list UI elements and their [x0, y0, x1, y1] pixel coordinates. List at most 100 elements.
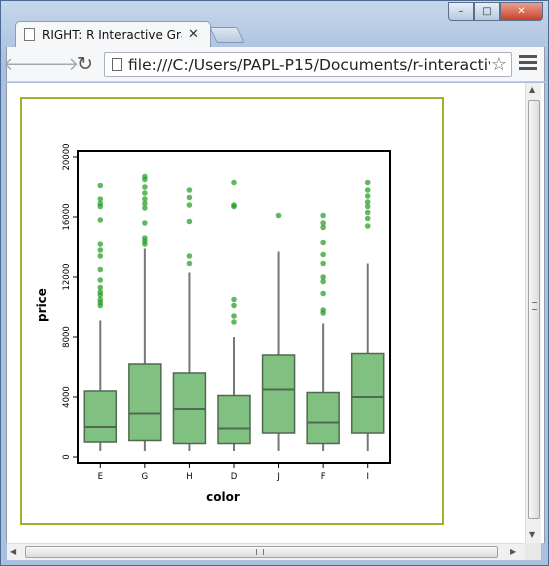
page-icon — [112, 58, 122, 71]
outlier-point — [231, 302, 237, 309]
box-E — [83, 390, 118, 443]
outlier-point — [97, 296, 104, 303]
outlier-point — [275, 212, 282, 219]
scroll-corner — [525, 543, 541, 560]
scroll-left-icon[interactable]: ◀ — [10, 547, 17, 556]
boxplot-chart: 0 4000 8000 12000 16000 20000 E G H D J F I price co… — [35, 143, 391, 504]
minimize-button[interactable]: – — [448, 2, 474, 21]
outlier-point — [186, 187, 193, 193]
outlier-point — [97, 277, 104, 283]
outlier-point — [320, 220, 326, 226]
outlier-point — [364, 179, 371, 186]
outlier-point — [320, 307, 326, 313]
x-tick-label: D — [231, 472, 238, 482]
outlier-point — [364, 187, 371, 193]
outlier-point — [97, 196, 104, 202]
y-tick-label: 20000 — [62, 143, 72, 170]
box-I — [350, 352, 385, 434]
outlier-point — [186, 194, 193, 201]
outlier-point — [364, 209, 371, 216]
outlier-point — [364, 215, 371, 222]
outlier-point — [97, 182, 104, 189]
outlier-point — [320, 224, 326, 231]
vertical-scroll-thumb[interactable] — [528, 100, 540, 519]
outlier-point — [186, 202, 193, 208]
outlier-point — [142, 184, 148, 190]
outlier-point — [186, 218, 193, 225]
outlier-point — [320, 278, 326, 285]
outlier-point — [231, 319, 237, 325]
tab-title: RIGHT: R Interactive Graphics — [42, 27, 182, 42]
outlier-point — [320, 274, 326, 280]
tab-active[interactable]: RIGHT: R Interactive Graphics ✕ — [15, 21, 211, 47]
outlier-point — [142, 196, 148, 202]
outlier-point — [364, 193, 371, 199]
close-window-button[interactable]: ✕ — [500, 2, 543, 21]
reload-icon[interactable]: ↻ — [77, 53, 93, 75]
box-F — [306, 391, 340, 445]
outlier-point — [142, 200, 148, 207]
outlier-point — [97, 241, 104, 247]
document-icon — [24, 28, 35, 41]
outlier-point — [97, 200, 104, 207]
y-axis-label: price — [35, 288, 49, 322]
x-tick-label: E — [98, 472, 103, 482]
box-D — [217, 394, 251, 445]
window-controls: – □ ✕ — [448, 2, 543, 21]
x-tick-label: F — [321, 472, 326, 482]
outlier-point — [97, 253, 104, 259]
outlier-point — [231, 179, 237, 186]
x-tick-label: H — [186, 472, 192, 482]
outlier-point — [364, 203, 371, 210]
box-G — [128, 363, 162, 442]
outlier-point — [97, 266, 104, 273]
outlier-point — [231, 202, 237, 208]
y-tick-label: 12000 — [62, 263, 72, 290]
outlier-point — [97, 217, 104, 223]
box-J — [261, 354, 296, 434]
outlier-point — [97, 247, 104, 253]
menu-icon[interactable] — [519, 55, 537, 73]
plot-frame: 0 4000 8000 12000 16000 20000 E G H D J F I price co… — [20, 97, 444, 525]
new-tab-button[interactable] — [209, 27, 245, 43]
outlier-point — [320, 251, 326, 258]
forward-arrow-icon[interactable]: 🡒 — [30, 53, 80, 75]
outlier-point — [97, 284, 104, 291]
outlier-point — [97, 289, 104, 295]
horizontal-scroll-thumb[interactable] — [25, 546, 498, 558]
outlier-point — [142, 205, 148, 211]
outlier-point — [142, 173, 148, 180]
outlier-point — [320, 260, 326, 267]
outlier-point — [186, 253, 193, 259]
outlier-point — [320, 290, 326, 297]
scroll-up-icon[interactable]: ▲ — [529, 85, 536, 94]
y-tick-label: 8000 — [62, 326, 72, 348]
y-tick-label: 16000 — [62, 203, 72, 230]
outlier-point — [142, 235, 148, 241]
outlier-point — [142, 190, 148, 196]
x-tick-label: G — [142, 472, 149, 482]
outlier-point — [231, 313, 237, 319]
close-tab-icon[interactable]: ✕ — [188, 27, 199, 42]
address-bar[interactable]: file:///C:/Users/PAPL-P15/Documents/r-in… — [104, 52, 512, 77]
x-tick-label: I — [366, 472, 369, 482]
horizontal-scrollbar[interactable]: ◀ ▶ — [7, 543, 525, 560]
outlier-point — [186, 260, 193, 267]
page-viewport: 0 4000 8000 12000 16000 20000 E G H D J F I price co… — [6, 83, 545, 543]
y-tick-label: 4000 — [62, 386, 72, 408]
maximize-button[interactable]: □ — [474, 2, 500, 21]
scroll-right-icon[interactable]: ▶ — [510, 547, 517, 556]
outlier-point — [142, 220, 148, 226]
toolbar: 🡐 🡒 ↻ file:///C:/Users/PAPL-P15/Document… — [3, 47, 545, 82]
outlier-point — [320, 212, 326, 219]
star-icon[interactable]: ☆ — [490, 54, 507, 75]
outlier-point — [231, 296, 237, 303]
x-tick-label: J — [276, 472, 280, 482]
vertical-scrollbar[interactable]: ▲ ▼ — [525, 83, 541, 543]
outlier-point — [320, 239, 326, 246]
y-tick-label: 0 — [62, 454, 72, 459]
x-axis-label: color — [206, 490, 240, 504]
outlier-point — [364, 223, 371, 229]
scroll-down-icon[interactable]: ▼ — [529, 530, 536, 539]
